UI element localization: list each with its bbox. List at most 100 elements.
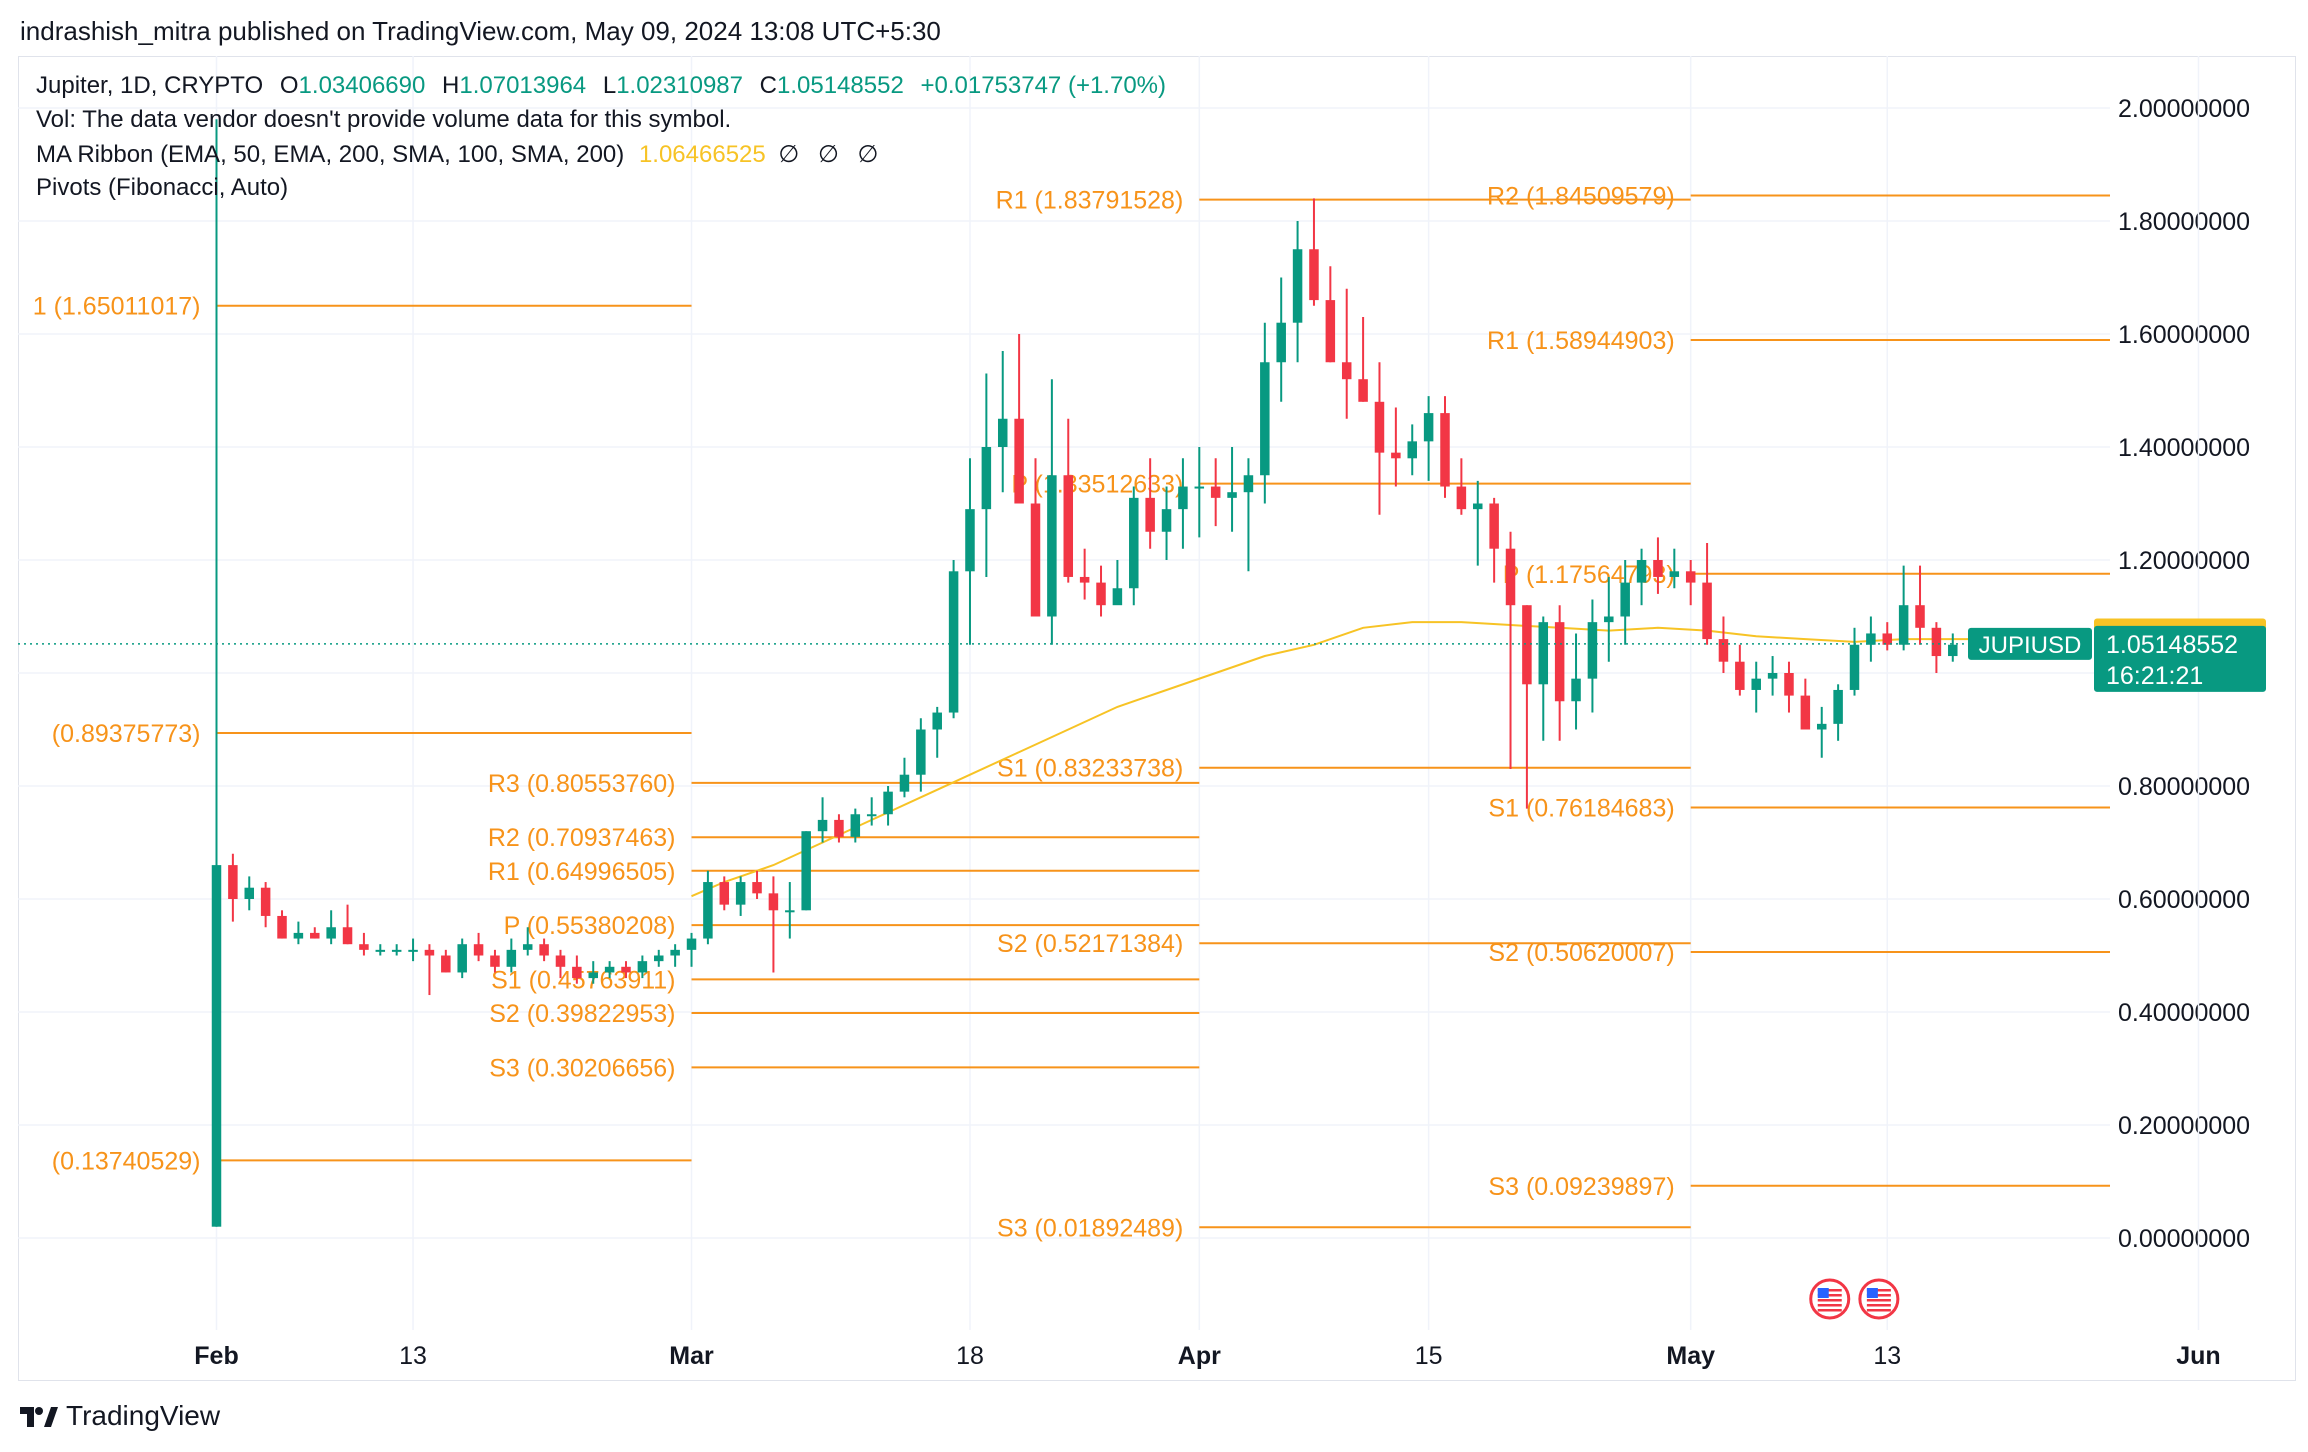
candle-body-up — [391, 949, 402, 952]
price-tick-label: 0.20000000 — [2118, 1112, 2250, 1140]
us-flag-stripe — [1817, 1309, 1842, 1312]
candle-body-up — [1423, 413, 1434, 442]
candle-body-up — [1243, 475, 1254, 493]
legend-volume-row: Vol: The data vendor doesn't provide vol… — [36, 106, 732, 133]
candle-body-up — [1538, 622, 1549, 685]
candle-body-up — [1276, 322, 1286, 363]
ma-ribbon-line — [691, 621, 1970, 898]
time-tick-label: Feb — [194, 1342, 238, 1370]
legend-open: 1.03406690 — [298, 72, 426, 99]
candle-body-up — [703, 882, 713, 939]
candle-body-up — [866, 814, 877, 817]
candle-body-down — [1374, 401, 1385, 453]
candle-body-down — [310, 932, 320, 939]
candle-body-up — [604, 966, 615, 973]
candle-body-up — [1866, 633, 1876, 645]
pivot-level-label: S3 (0.01892489) — [997, 1214, 1183, 1242]
pivot-level-label: P (0.55380208) — [504, 912, 676, 940]
candle-body-up — [670, 949, 680, 956]
candle-body-down — [342, 927, 353, 945]
candle-body-up — [785, 910, 795, 913]
legend-ma-row[interactable]: MA Ribbon (EMA, 50, EMA, 200, SMA, 100, … — [36, 140, 884, 169]
candle-body-up — [522, 944, 533, 950]
candle-body-up — [965, 509, 975, 572]
candle-body-down — [490, 955, 500, 967]
candle-body-up — [1898, 605, 1909, 645]
legend-ma-empty-values: ∅ ∅ ∅ — [778, 141, 885, 168]
candle-body-down — [424, 949, 435, 956]
legend-ma-value: 1.06466525 — [638, 141, 766, 168]
pivot-level-label: S1 (0.83233738) — [997, 755, 1183, 783]
tradingview-logo-icon — [20, 1407, 58, 1427]
candle-body-up — [1571, 678, 1581, 702]
us-flag-stripe — [1817, 1289, 1842, 1292]
legend-change: +0.01753747 (+1.70%) — [920, 72, 1166, 99]
time-tick-label: Mar — [669, 1342, 714, 1370]
last-price-tag-bg — [2094, 625, 2266, 692]
candle-body-down — [1915, 605, 1925, 628]
candle-body-down — [1931, 627, 1942, 657]
candle-body-up — [1587, 622, 1598, 679]
candle-body-up — [457, 944, 467, 973]
candle-body-down — [228, 865, 238, 899]
candle-body-down — [834, 819, 844, 837]
pivot-level-label: 1 (1.65011017) — [33, 293, 201, 321]
candle-body-down — [1145, 497, 1155, 532]
price-tick-label: 0.40000000 — [2118, 999, 2250, 1027]
candle-body-up — [637, 961, 648, 973]
candle-body-up — [506, 949, 517, 967]
us-flag-stripe — [1866, 1304, 1891, 1307]
candle-body-down — [1800, 695, 1811, 730]
us-flag-stripe — [1817, 1294, 1842, 1297]
candle-body-up — [916, 729, 926, 775]
candle-body-up — [817, 819, 828, 832]
tradingview-wordmark: TradingView — [66, 1400, 221, 1431]
candle-body-down — [1210, 486, 1221, 498]
candle-body-down — [1522, 605, 1532, 685]
legend-low-label: L — [602, 72, 617, 99]
price-tick-label: 0.00000000 — [2118, 1225, 2250, 1253]
candle-body-up — [1194, 486, 1205, 489]
candle-body-down — [1554, 622, 1565, 702]
candle-body-down — [1096, 582, 1106, 606]
candle-body-up — [1669, 571, 1680, 577]
time-tick-label: 15 — [1415, 1342, 1443, 1370]
candle-body-up — [883, 791, 893, 815]
candle-body-up — [1636, 560, 1647, 583]
us-flag-stripe — [1817, 1299, 1842, 1302]
pivot-level-label: (0.89375773) — [52, 720, 201, 748]
candle-body-down — [1702, 582, 1712, 640]
candle-body-down — [1309, 249, 1319, 301]
candle-body-up — [1129, 497, 1139, 589]
legend-pivots-row[interactable]: Pivots (Fibonacci, Auto) — [36, 174, 289, 201]
price-tick-label: 1.20000000 — [2118, 547, 2250, 575]
candle-body-up — [1047, 475, 1057, 617]
pivot-level-label: S2 (0.52171384) — [997, 930, 1183, 958]
legend-high-label: H — [442, 72, 460, 99]
candle-body-up — [932, 712, 942, 730]
candle-body-down — [621, 966, 631, 973]
candle-body-down — [555, 955, 566, 967]
legend-close-label: C — [759, 72, 777, 99]
candle-body-up — [375, 949, 386, 952]
price-tick-label: 1.60000000 — [2118, 321, 2250, 349]
candle-body-down — [359, 944, 369, 950]
candle-body-down — [277, 915, 287, 939]
candle-body-down — [1358, 379, 1368, 402]
pivot-level-label: P (1.33512633) — [1011, 471, 1183, 499]
time-tick-label: May — [1666, 1342, 1715, 1370]
candle-body-down — [1014, 418, 1024, 504]
candle-body-down — [1063, 475, 1074, 577]
candle-body-down — [1784, 673, 1794, 696]
candle-body-down — [1456, 486, 1467, 510]
pivot-level-label: S1 (0.76184683) — [1488, 795, 1674, 823]
candle-body-up — [801, 831, 811, 911]
candle-body-down — [768, 893, 779, 911]
candle-body-down — [441, 955, 451, 973]
pivot-level-label: R2 (1.84509579) — [1487, 183, 1675, 211]
candle-body-up — [1292, 249, 1303, 323]
candle-body-down — [1341, 362, 1352, 380]
tradingview-branding[interactable]: TradingView — [20, 1400, 220, 1432]
candle-body-up — [1178, 486, 1188, 510]
